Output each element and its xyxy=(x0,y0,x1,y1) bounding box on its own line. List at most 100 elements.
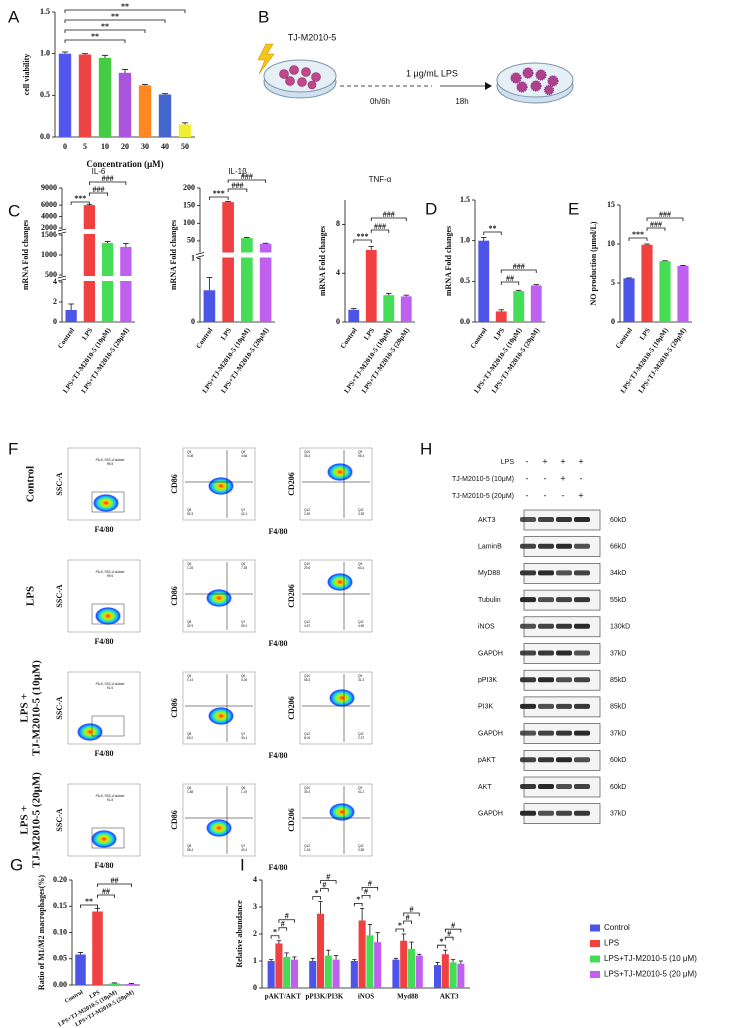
blot-band xyxy=(556,623,572,629)
significance-bracket xyxy=(208,196,229,200)
significance-bracket xyxy=(353,239,372,243)
gate-value: 99.6 xyxy=(107,574,113,578)
y-axis-label: mRNA Fold changes xyxy=(318,226,327,296)
panel-letter: D xyxy=(425,199,437,218)
blot-band xyxy=(556,570,572,576)
bar xyxy=(101,243,114,322)
significance-bracket xyxy=(403,920,412,924)
gate-value: 91.8 xyxy=(107,798,113,802)
quadrant-label: Q7 xyxy=(241,508,245,512)
legend-label: LPS xyxy=(604,939,619,948)
y-axis-label: SSC-A xyxy=(55,808,64,831)
chart-title: IL-6 xyxy=(92,167,106,176)
quadrant-value: 30.4 xyxy=(241,736,247,740)
bar xyxy=(267,961,275,988)
band-name: LaminB xyxy=(478,544,502,551)
quadrant-label: Q6 xyxy=(241,674,245,678)
density-blob xyxy=(206,589,232,607)
bar xyxy=(275,943,283,988)
y-axis-label: SSC-A xyxy=(55,696,64,719)
significance-label: # xyxy=(322,880,326,889)
band-name: pPI3K xyxy=(478,677,497,684)
significance-bracket xyxy=(64,9,186,13)
quadrant-value: 29.6 xyxy=(304,566,310,570)
bar xyxy=(415,955,423,988)
significance-label: *** xyxy=(632,230,644,239)
significance-label: ** xyxy=(121,2,129,11)
y-tick-label: 0.5 xyxy=(460,276,470,285)
significance-label: # xyxy=(364,887,368,896)
condition-sign: - xyxy=(544,473,547,483)
blot-band xyxy=(520,730,536,736)
condition-sign: + xyxy=(560,456,565,466)
band-size: 130kD xyxy=(610,624,630,631)
y-tick-label: 1.5 xyxy=(460,195,470,204)
x-tick-label: LPS xyxy=(638,326,652,341)
quadrant-value: 0.08 xyxy=(187,454,193,458)
x-axis-label: F4/80 xyxy=(94,861,113,870)
row-label: TJ-M2010-5 (10μM) xyxy=(31,660,43,756)
quadrant-value: 39.3 xyxy=(304,790,310,794)
band-name: Tubulin xyxy=(478,597,501,604)
activated-cells xyxy=(510,67,559,96)
panel-letter: A xyxy=(8,7,20,26)
band-name: PI3K xyxy=(478,704,494,711)
density-blob xyxy=(93,494,119,512)
bar xyxy=(358,920,366,988)
bar xyxy=(203,290,216,322)
y-tick-label: 4 xyxy=(53,277,57,286)
significance-label: ### xyxy=(241,172,253,181)
y-tick-label: 5 xyxy=(611,278,615,287)
cells xyxy=(279,65,321,90)
y-axis-label: CD206 xyxy=(287,696,296,720)
density-blob xyxy=(208,477,234,495)
bar xyxy=(383,295,395,322)
panel-letter: E xyxy=(568,199,579,218)
quadrant-value: 1.88 xyxy=(187,790,193,794)
row-label: LPS + xyxy=(19,805,31,834)
y-tick-label: 1.0 xyxy=(40,48,50,57)
bar xyxy=(138,85,152,137)
blot-band xyxy=(574,597,590,603)
bar xyxy=(400,296,412,322)
quadrant-value: 1.19 xyxy=(241,790,247,794)
gate-value: 99.8 xyxy=(107,462,113,466)
time-label: 0h/6h xyxy=(370,97,390,106)
y-tick-label: 1000 xyxy=(41,250,57,259)
blot-band xyxy=(556,730,572,736)
quadrant-label: Q11 xyxy=(358,508,364,512)
blot-band xyxy=(574,677,590,683)
x-tick-label: 20 xyxy=(121,142,129,151)
blot-band xyxy=(538,730,554,736)
quadrant-label: Q7 xyxy=(241,844,245,848)
significance-label: ### xyxy=(232,181,244,190)
bar xyxy=(332,959,340,988)
gate xyxy=(91,715,125,737)
significance-bracket xyxy=(370,229,390,233)
break-mark xyxy=(57,275,67,279)
significance-bracket xyxy=(444,928,462,933)
condition-sign: + xyxy=(578,456,583,466)
legend-label: Control xyxy=(604,923,630,932)
band-name: GAPDH xyxy=(478,650,503,657)
x-tick-label: Control xyxy=(339,326,359,350)
density-blob xyxy=(206,819,232,837)
significance-label: ### xyxy=(102,174,114,183)
x-tick-label: LPS xyxy=(362,326,376,341)
x-tick-label: Control xyxy=(614,326,634,350)
quadrant-label: Q6 xyxy=(241,450,245,454)
quadrant-label: Q12 xyxy=(304,844,310,848)
x-tick-label: pAKT/AKT xyxy=(265,993,302,1001)
significance-label: # xyxy=(409,905,413,914)
axis-break xyxy=(56,276,135,281)
quadrant-label: Q10 xyxy=(304,674,310,678)
chart-title: TNF-α xyxy=(369,175,392,184)
blot-band xyxy=(520,570,536,576)
x-tick-label: 10 xyxy=(101,142,109,151)
density-blob xyxy=(327,573,353,591)
bar xyxy=(441,954,449,988)
x-axis-label: F4/80 xyxy=(268,639,287,648)
gate xyxy=(91,827,125,849)
quadrant-label: Q12 xyxy=(304,732,310,736)
